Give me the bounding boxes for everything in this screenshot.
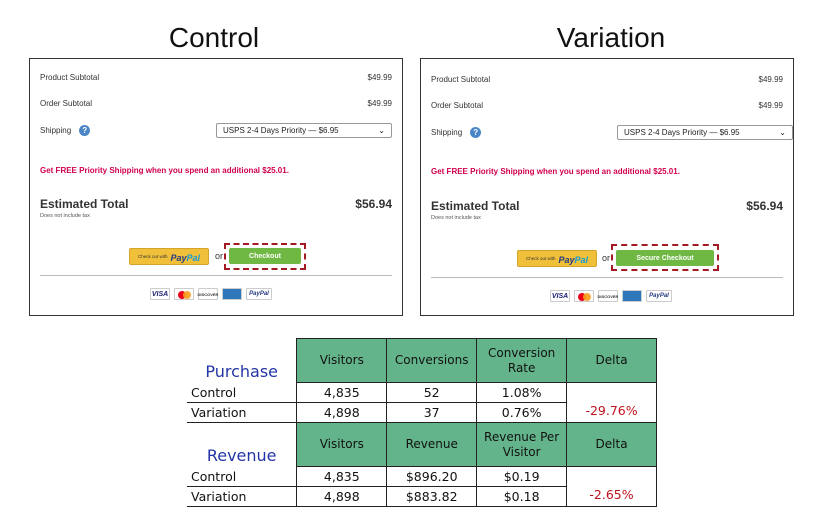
- ab-test-results-table: Purchase Visitors Conversions Conversion…: [187, 338, 657, 507]
- paypal-logo-pay: Pay: [170, 252, 187, 263]
- row-label: Variation: [187, 486, 297, 507]
- table-row: Control 4,835 52 1.08% -29.76%: [187, 382, 657, 423]
- table-cell: 1.08%: [476, 382, 567, 403]
- or-separator: or: [215, 251, 224, 261]
- order-subtotal-row: Order Subtotal $49.99: [431, 101, 783, 110]
- variation-cart-panel: Product Subtotal $49.99 Order Subtotal $…: [420, 58, 794, 316]
- order-subtotal-label: Order Subtotal: [40, 99, 93, 108]
- revenue-section-label: Revenue: [206, 445, 277, 465]
- discover-logo: DISCOVER: [598, 290, 618, 302]
- mastercard-logo: [174, 288, 194, 300]
- variation-heading: Variation: [556, 22, 666, 53]
- table-row: Control 4,835 $896.20 $0.19 -2.65%: [187, 466, 657, 507]
- purchase-section-label: Purchase: [205, 361, 279, 381]
- revenue-header-row: Revenue Visitors Revenue Revenue Per Vis…: [187, 422, 657, 467]
- col-header: Visitors: [296, 422, 388, 467]
- table-cell: $0.18: [476, 486, 567, 507]
- free-shipping-promo: Get FREE Priority Shipping when you spen…: [40, 166, 289, 175]
- product-subtotal-label: Product Subtotal: [40, 73, 100, 82]
- amex-logo: [222, 288, 242, 300]
- order-subtotal-value: $49.99: [758, 101, 783, 110]
- paypal-logo: PayPal: [246, 288, 272, 300]
- chevron-down-icon: ⌄: [378, 126, 385, 135]
- col-header: Delta: [566, 338, 657, 383]
- order-subtotal-value: $49.99: [367, 99, 392, 108]
- highlight-box: [224, 243, 306, 270]
- paypal-checkout-button[interactable]: Check out with PayPal: [517, 250, 597, 267]
- estimated-total-value: $56.94: [746, 199, 783, 213]
- shipping-row: Shipping ?: [40, 125, 91, 136]
- product-subtotal-value: $49.99: [758, 75, 783, 84]
- row-label: Control: [187, 382, 297, 403]
- product-subtotal-label: Product Subtotal: [431, 75, 491, 84]
- col-header: Revenue: [386, 422, 478, 467]
- table-cell: 37: [386, 402, 477, 423]
- col-header: Conversions: [386, 338, 478, 383]
- order-subtotal-row: Order Subtotal $49.99: [40, 99, 392, 108]
- highlight-box: [611, 244, 719, 271]
- table-cell: 4,898: [296, 402, 387, 423]
- shipping-option: USPS 2-4 Days Priority — $6.95: [223, 126, 339, 135]
- free-shipping-promo: Get FREE Priority Shipping when you spen…: [431, 167, 680, 176]
- purchase-header-row: Purchase Visitors Conversions Conversion…: [187, 338, 657, 383]
- control-heading: Control: [168, 22, 260, 53]
- row-label: Variation: [187, 402, 297, 423]
- estimated-total-note: Does not include tax: [40, 213, 90, 219]
- table-cell: 52: [386, 382, 477, 403]
- paypal-button-caption: Check out with: [525, 256, 556, 261]
- discover-logo: DISCOVER: [198, 288, 218, 300]
- table-cell: 0.76%: [476, 402, 567, 423]
- col-header: Visitors: [296, 338, 388, 383]
- paypal-logo-pay: Pay: [558, 254, 575, 265]
- mastercard-logo: [574, 290, 594, 302]
- delta-value: -2.65%: [566, 466, 657, 507]
- order-subtotal-label: Order Subtotal: [431, 101, 484, 110]
- col-header: Revenue Per Visitor: [476, 422, 568, 467]
- divider: [40, 275, 392, 276]
- chevron-down-icon: ⌄: [779, 128, 786, 137]
- delta-value: -29.76%: [566, 382, 657, 423]
- product-subtotal-row: Product Subtotal $49.99: [431, 75, 783, 84]
- payment-logos: VISA DISCOVER PayPal: [150, 288, 272, 300]
- product-subtotal-row: Product Subtotal $49.99: [40, 73, 392, 82]
- shipping-select[interactable]: USPS 2-4 Days Priority — $6.95 ⌄: [216, 123, 392, 138]
- estimated-total-label: Estimated Total: [431, 199, 520, 213]
- visa-logo: VISA: [150, 288, 170, 300]
- table-cell: 4,835: [296, 382, 387, 403]
- table-row: Variation 4,898 $883.82 $0.18: [187, 486, 657, 507]
- table-cell: 4,835: [296, 466, 387, 487]
- paypal-logo-pal: Pal: [186, 252, 201, 263]
- col-header: Delta: [566, 422, 657, 467]
- estimated-total-note: Does not include tax: [431, 215, 481, 221]
- help-icon[interactable]: ?: [79, 125, 91, 136]
- shipping-option: USPS 2-4 Days Priority — $6.95: [624, 128, 740, 137]
- shipping-select[interactable]: USPS 2-4 Days Priority — $6.95 ⌄: [617, 125, 793, 140]
- estimated-total-value: $56.94: [355, 197, 392, 211]
- table-row: Variation 4,898 37 0.76%: [187, 402, 657, 423]
- estimated-total-label: Estimated Total: [40, 197, 129, 211]
- payment-logos: VISA DISCOVER PayPal: [550, 290, 672, 302]
- amex-logo: [622, 290, 642, 302]
- paypal-logo: PayPal: [646, 290, 672, 302]
- table-cell: 4,898: [296, 486, 387, 507]
- control-cart-panel: Product Subtotal $49.99 Order Subtotal $…: [29, 58, 403, 316]
- table-cell: $896.20: [386, 466, 477, 487]
- visa-logo: VISA: [550, 290, 570, 302]
- col-header: Conversion Rate: [476, 338, 568, 383]
- help-icon[interactable]: ?: [470, 127, 482, 138]
- paypal-button-caption: Check out with: [137, 254, 168, 259]
- secure-checkout-button[interactable]: Secure Checkout: [616, 250, 714, 266]
- checkout-button[interactable]: Checkout: [229, 248, 301, 264]
- product-subtotal-value: $49.99: [367, 73, 392, 82]
- shipping-label: Shipping: [431, 128, 463, 137]
- shipping-label: Shipping: [40, 126, 72, 135]
- table-cell: $883.82: [386, 486, 477, 507]
- paypal-checkout-button[interactable]: Check out with PayPal: [129, 248, 209, 265]
- paypal-logo-pal: Pal: [574, 254, 589, 265]
- divider: [431, 277, 783, 278]
- table-cell: $0.19: [476, 466, 567, 487]
- row-label: Control: [187, 466, 297, 487]
- or-separator: or: [602, 253, 611, 263]
- shipping-row: Shipping ?: [431, 127, 482, 138]
